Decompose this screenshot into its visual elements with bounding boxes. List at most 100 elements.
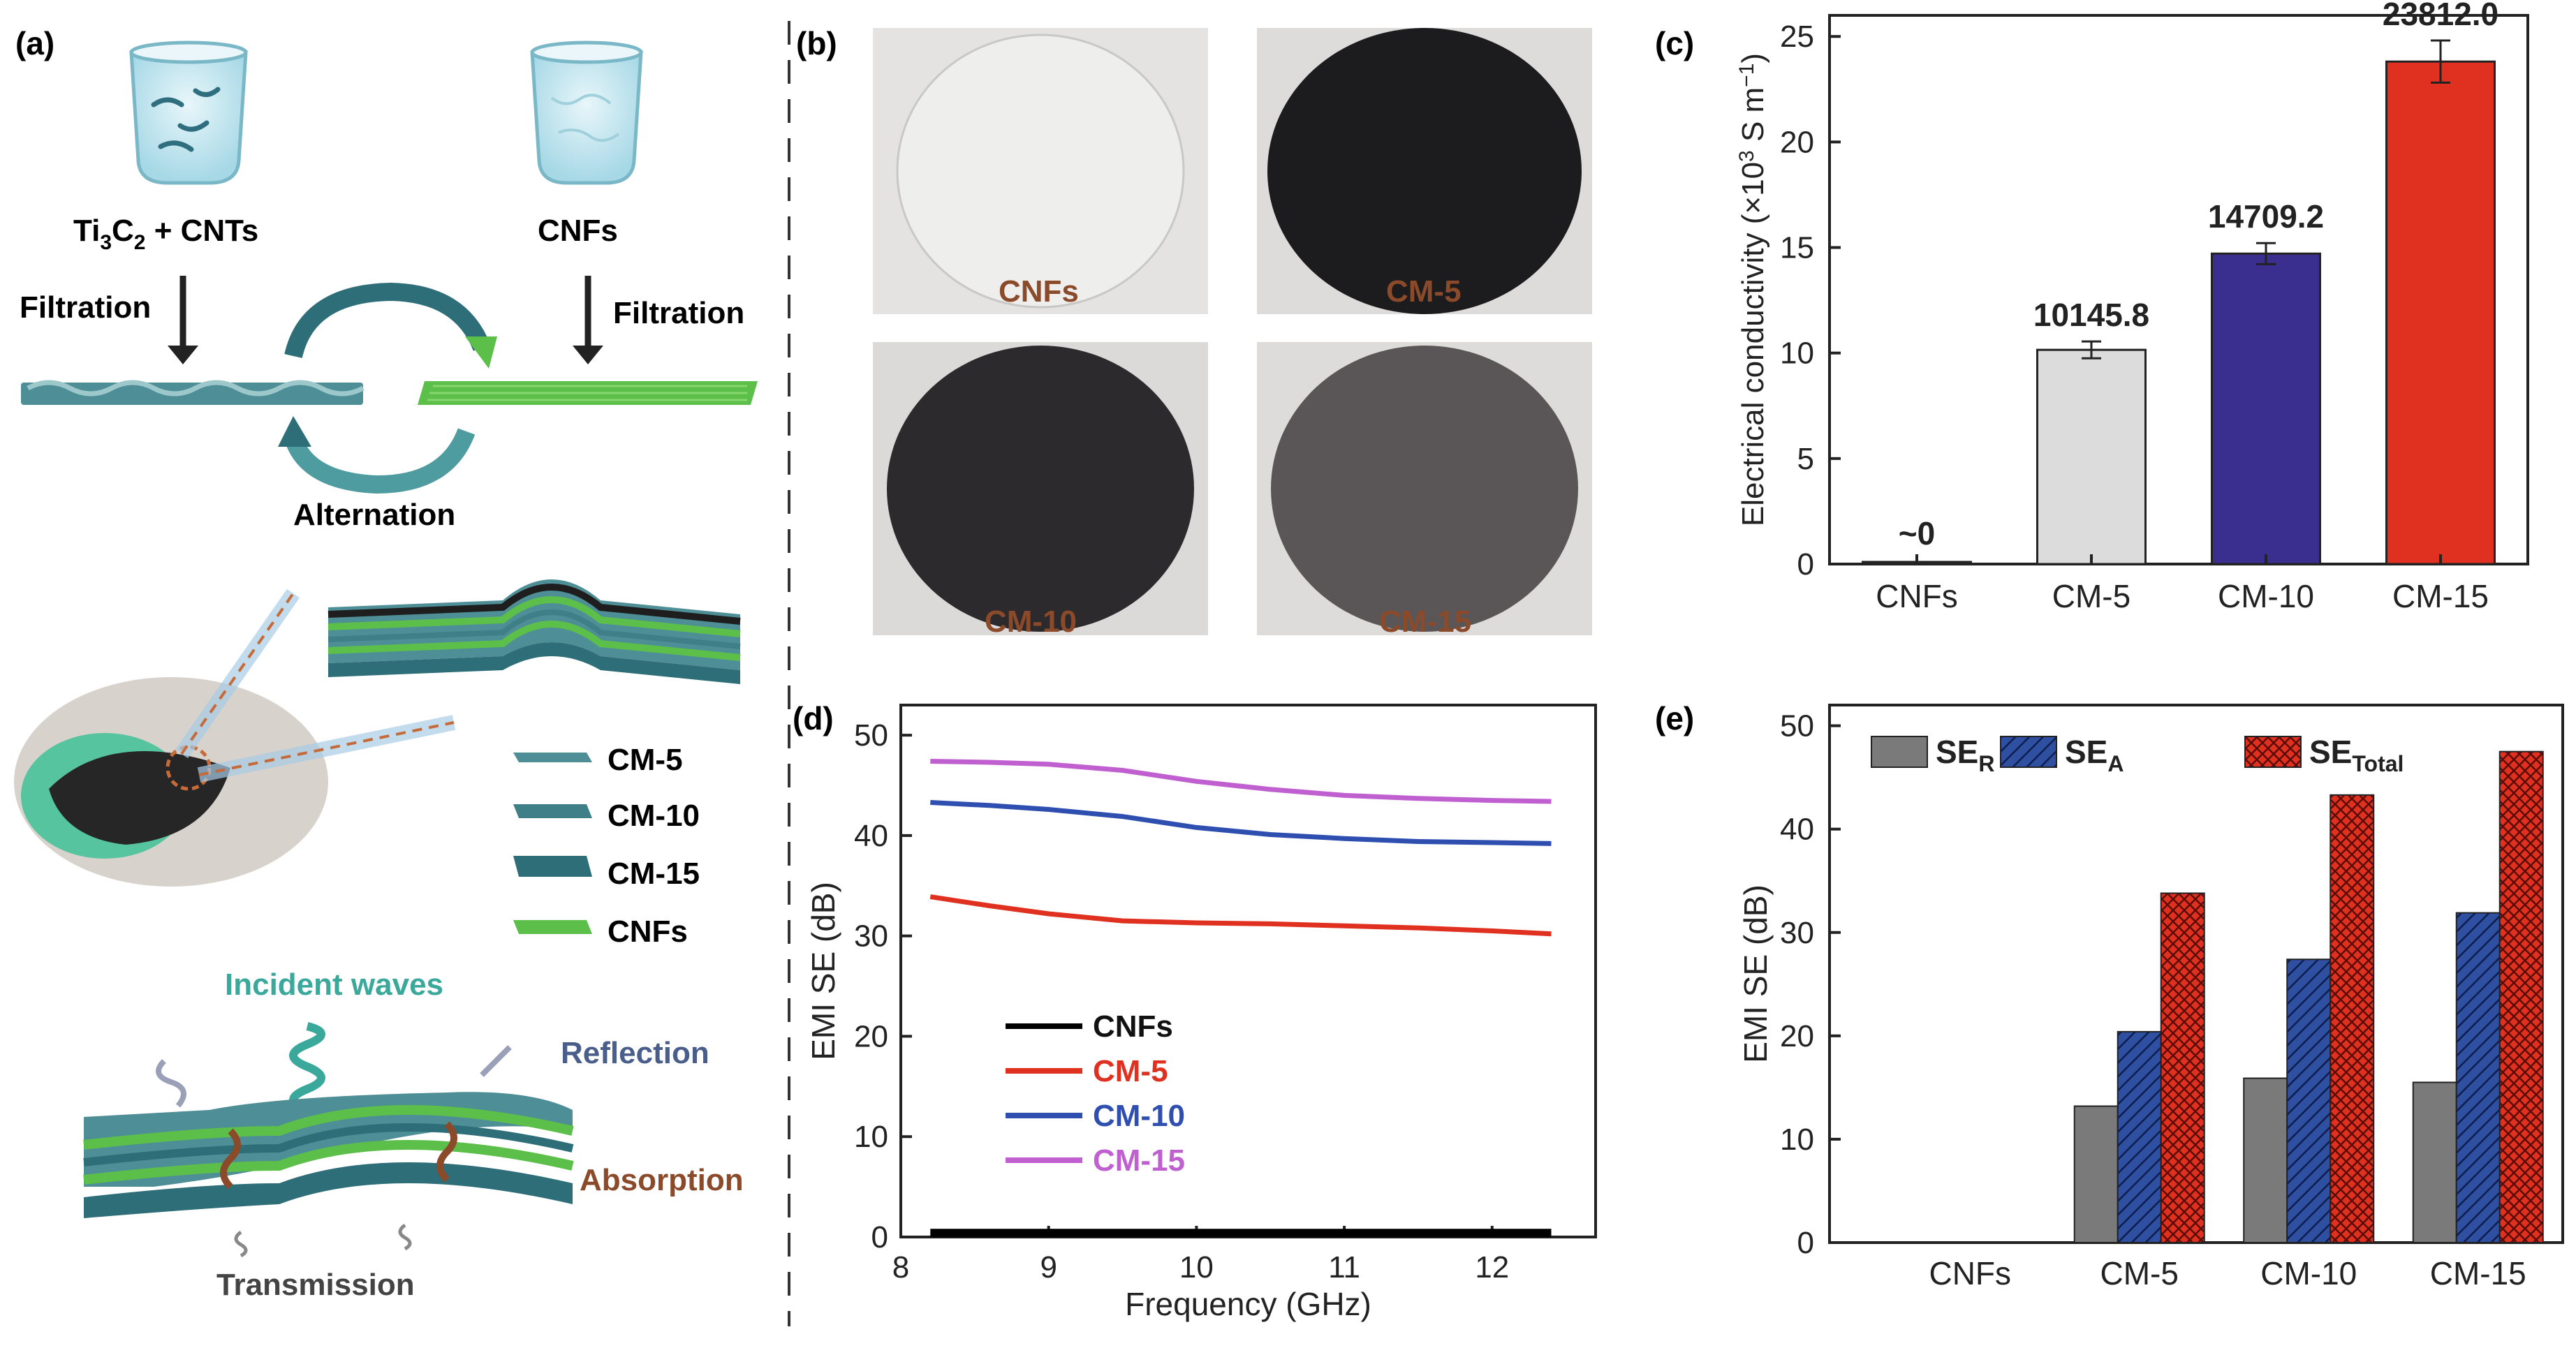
- series-line: [930, 800, 1552, 846]
- y-tick-label: 40: [1780, 813, 1814, 847]
- mxene-cnt-film: [21, 380, 365, 405]
- y-tick-label: 20: [1780, 1019, 1814, 1053]
- absorption-label: Absorption: [580, 1163, 744, 1197]
- legend-label-cm15: CM-15: [608, 857, 700, 891]
- chart-d-emi-frequency: 0 10 20 30 40 50 8 9 10 11 12 CNFs CM-5 CM-10 CM-15 Fre…: [805, 704, 1597, 1322]
- legend-label: SER: [1936, 734, 1994, 776]
- y-tick-label: 10: [1780, 336, 1814, 371]
- y-axis-label-part: −1: [1735, 64, 1758, 87]
- y-tick-label: 10: [1780, 1123, 1814, 1157]
- legend-label: CM-5: [1093, 1054, 1168, 1088]
- y-tick-label: 20: [854, 1019, 888, 1053]
- transmission-label: Transmission: [216, 1268, 415, 1302]
- legend-swatch: [2244, 736, 2302, 768]
- filtration-right-label: Filtration: [613, 296, 744, 330]
- sample-label-cm15: CM-15: [1379, 605, 1471, 639]
- bar: [2385, 60, 2496, 565]
- bar: [2412, 1081, 2457, 1243]
- x-tick-label: 12: [1475, 1250, 1509, 1284]
- y-axis-label: EMI SE (dB): [805, 882, 841, 1060]
- stack-legend: CM-5 CM-10 CM-15 CNFs: [513, 743, 700, 949]
- legend-label: SEA: [2065, 734, 2124, 776]
- legend-swatch: [2000, 736, 2057, 768]
- alternation-arrowhead-top: [465, 336, 497, 369]
- series-line: [930, 759, 1552, 804]
- y-axis-label: Electrical conductivity (×103 S m−1): [1735, 53, 1770, 526]
- data-label: ~0: [1899, 515, 1935, 551]
- layered-stack: [327, 579, 741, 684]
- bar: [2455, 912, 2501, 1244]
- y-tick-label: 15: [1780, 231, 1814, 265]
- bar: [2211, 252, 2321, 565]
- x-tick-label: CNFs: [1929, 1255, 2011, 1291]
- cnf-film: [418, 381, 758, 405]
- x-tick-label: CM-15: [2392, 578, 2489, 614]
- beaker-ti3c2-cnts: [129, 40, 248, 185]
- data-label: 10145.8: [2033, 297, 2149, 333]
- y-axis-label-part: S m: [1736, 87, 1770, 150]
- bar: [2243, 1077, 2288, 1244]
- filtration-left-label: Filtration: [20, 290, 151, 325]
- series-line: [929, 894, 1552, 937]
- y-tick-label: 25: [1780, 20, 1814, 54]
- y-tick-label: 50: [1780, 709, 1814, 743]
- beaker-right-label: CNFs: [538, 214, 618, 248]
- legend-swatch: [1871, 736, 1928, 768]
- panel-b-photos: (b) CNFs CM-5 CM-10 CM-15: [796, 25, 1592, 639]
- panel-e-label: (e): [1655, 700, 1694, 736]
- alternation-label: Alternation: [293, 498, 455, 532]
- legend-label-main: SE: [1936, 734, 1978, 770]
- reflection-label: Reflection: [561, 1036, 709, 1070]
- incident-waves-label: Incident waves: [225, 968, 443, 1002]
- reflection-wave-left-icon: [156, 1059, 186, 1108]
- bar: [2498, 750, 2544, 1243]
- incident-wave-icon: [289, 1022, 325, 1114]
- y-tick-label: 0: [871, 1220, 888, 1254]
- panel-d-label: (d): [793, 700, 834, 736]
- bar: [2117, 1030, 2162, 1244]
- legend-label: SETotal: [2309, 734, 2404, 776]
- hand-photo: [14, 677, 328, 887]
- chart-c-conductivity: 0 5 10 15 20 25 ~0 CNFs 10145.8 CM-5 14709.2 CM-10 2…: [1735, 0, 2529, 614]
- legend-label-sub: Total: [2352, 751, 2404, 776]
- plot-frame: [1828, 14, 2529, 565]
- x-tick-label: CNFs: [1876, 578, 1958, 614]
- legend-label-cm5: CM-5: [608, 743, 683, 777]
- sample-disc-cm5: [1267, 28, 1582, 314]
- x-tick-label: CM-5: [2052, 578, 2130, 614]
- panel-a-schematic: (a) Ti3C2 + CNTs CNFs Filtration Filtrat…: [14, 25, 758, 1302]
- alternation-arrow-bottom: [284, 428, 476, 494]
- sample-label-cm10: CM-10: [985, 605, 1077, 639]
- bar: [2036, 348, 2147, 565]
- sample-label-cm5: CM-5: [1386, 274, 1462, 309]
- legend-label-cm10: CM-10: [608, 799, 700, 833]
- legend-label-main: SE: [2065, 734, 2107, 770]
- x-axis-label: Frequency (GHz): [1125, 1286, 1371, 1322]
- panel-b-label: (b): [796, 25, 837, 61]
- y-axis-label: EMI SE (dB): [1737, 884, 1774, 1063]
- beaker-left-label: Ti3C2 + CNTs: [73, 214, 258, 254]
- bar: [2160, 892, 2205, 1243]
- legend-label: CM-10: [1093, 1099, 1185, 1133]
- sample-disc-cnfs: [896, 34, 1185, 309]
- beaker-cnfs: [530, 40, 643, 185]
- bar: [2330, 794, 2375, 1243]
- transmission-wave-icon: [234, 1223, 412, 1258]
- zoom-line-bottom: [197, 715, 456, 783]
- sample-label-cnfs: CNFs: [999, 274, 1079, 309]
- zoom-line-top: [175, 588, 300, 759]
- y-tick-label: 30: [1780, 916, 1814, 950]
- legend-swatch-cm10: [513, 804, 592, 818]
- bar: [2073, 1105, 2119, 1243]
- data-label: 23812.0: [2383, 0, 2498, 32]
- legend-label-sub: A: [2107, 751, 2124, 776]
- x-tick-label: 8: [892, 1250, 909, 1284]
- legend-label-sub: R: [1978, 751, 1994, 776]
- legend-label-main: SE: [2309, 734, 2352, 770]
- y-tick-label: 5: [1797, 442, 1814, 476]
- y-tick-label: 10: [854, 1120, 888, 1154]
- y-axis-label-part: Electrical conductivity (×10: [1736, 162, 1770, 526]
- filtration-right-arrowhead: [573, 346, 603, 364]
